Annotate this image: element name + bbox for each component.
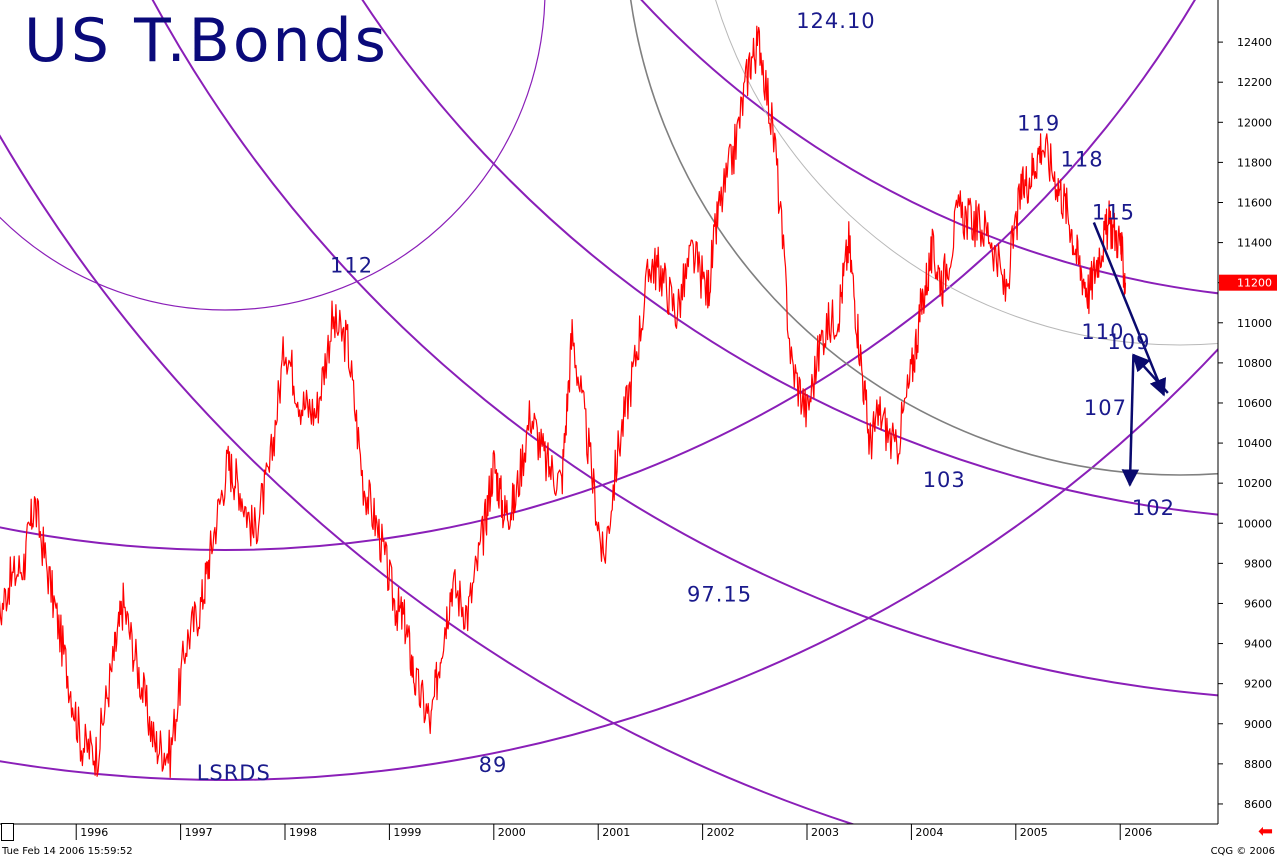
chart-title: US T.Bonds <box>24 6 389 76</box>
y-tick-label-11: 10800 <box>1237 357 1272 370</box>
last-price-label: 11200 <box>1237 277 1272 290</box>
y-tick-label-16: 11800 <box>1237 156 1272 169</box>
y-tick-label-9: 10400 <box>1237 437 1272 450</box>
x-tick-layer: 1996 1997 1998 1999 2000 2001 2002 2003 2004 2005… <box>75 824 1152 840</box>
y-tick-label-19: 12400 <box>1237 36 1272 49</box>
footer-timestamp: Tue Feb 14 2006 15:59:52 <box>2 846 133 857</box>
last-price-layer: 11200 <box>1219 274 1277 291</box>
x-tick-label-5: 2001 <box>602 826 630 839</box>
y-tick-layer: 8600 8800 9000 9200 9400 9600 9800 10000 10200 10… <box>1218 36 1272 811</box>
annotation-label-1: 124.10 <box>796 9 875 33</box>
y-tick-label-6: 9800 <box>1244 557 1272 570</box>
last-price-box <box>1219 274 1277 291</box>
y-tick-label-0: 8600 <box>1244 798 1272 811</box>
y-tick-label-1: 8800 <box>1244 758 1272 771</box>
annotation-label-4: 115 <box>1092 201 1135 225</box>
scroll-left-arrow-icon[interactable]: ⬅ <box>1258 821 1274 841</box>
arc-gray-circle <box>630 0 1218 476</box>
x-tick-label-7: 2003 <box>811 826 839 839</box>
x-tick-label-3: 1999 <box>393 826 421 839</box>
projection-arrow-down-2 <box>1121 354 1140 487</box>
y-tick-label-10: 10600 <box>1237 397 1272 410</box>
annotation-label-3: 118 <box>1061 147 1104 171</box>
x-tick-label-4: 2000 <box>498 826 526 839</box>
arc-ring-upper <box>0 0 1196 551</box>
price-series-line <box>0 25 1126 779</box>
y-tick-label-7: 10000 <box>1237 517 1272 530</box>
annotation-label-0: 112 <box>330 254 373 278</box>
annotation-label-2: 119 <box>1017 111 1060 135</box>
annotation-label-8: 102 <box>1132 496 1175 520</box>
price-series-layer <box>0 25 1126 779</box>
arc-ring-inner <box>0 347 1218 781</box>
x-tick-label-6: 2002 <box>707 826 735 839</box>
y-tick-label-8: 10200 <box>1237 477 1272 490</box>
x-tick-label-2: 1998 <box>289 826 317 839</box>
chart-scroll-box[interactable] <box>1 823 14 841</box>
arc-circle-top-left <box>0 0 546 311</box>
y-tick-label-18: 12200 <box>1237 76 1272 89</box>
y-tick-label-5: 9600 <box>1244 597 1272 610</box>
x-tick-label-9: 2005 <box>1020 826 1048 839</box>
annotation-label-11: 89 <box>479 753 508 777</box>
y-tick-label-15: 11600 <box>1237 196 1272 209</box>
y-tick-label-2: 9000 <box>1244 718 1272 731</box>
axis-layer <box>0 0 1219 825</box>
annotation-label-9: 103 <box>923 468 966 492</box>
projection-arrow-down-1 <box>1092 222 1167 397</box>
y-tick-label-17: 12000 <box>1237 116 1272 129</box>
projection-arrow-up <box>1132 353 1169 394</box>
annotation-label-7: 107 <box>1084 396 1127 420</box>
x-tick-label-8: 2004 <box>915 826 943 839</box>
x-tick-label-1: 1997 <box>185 826 213 839</box>
annotation-label-10: 97.15 <box>687 582 752 606</box>
projection-arrow-layer <box>1092 222 1169 487</box>
x-tick-label-0: 1996 <box>80 826 108 839</box>
annotation-label-6: 109 <box>1107 330 1150 354</box>
arc-gray-circle-thin <box>715 0 1218 346</box>
annotation-label-5: 110 <box>1081 320 1124 344</box>
x-tick-label-10: 2006 <box>1124 826 1152 839</box>
annotation-label-12: LSRDS <box>197 761 271 785</box>
y-tick-label-12: 11000 <box>1237 317 1272 330</box>
y-tick-label-3: 9200 <box>1244 678 1272 691</box>
y-tick-label-14: 11400 <box>1237 237 1272 250</box>
footer-vendor: CQG © 2006 <box>1210 846 1275 857</box>
y-tick-label-4: 9400 <box>1244 638 1272 651</box>
